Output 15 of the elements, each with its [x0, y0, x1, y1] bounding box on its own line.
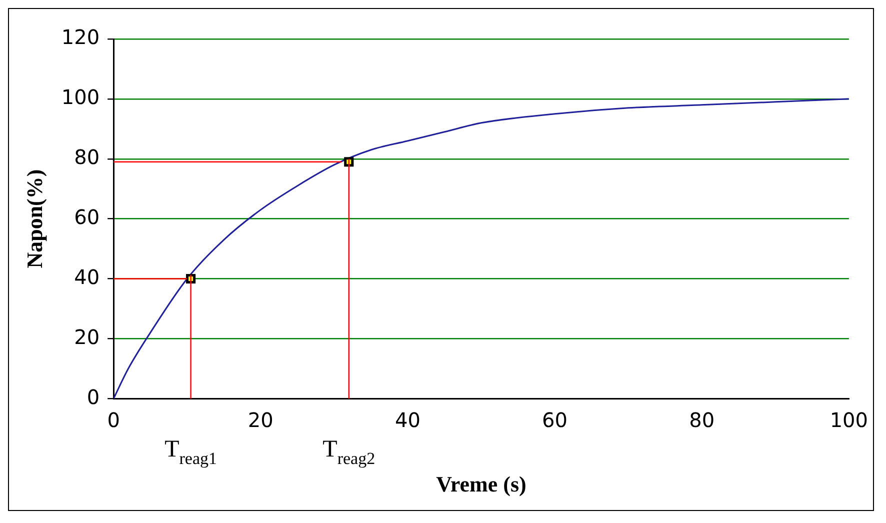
- y-tick-label: 0: [86, 384, 100, 409]
- x-tick-label: 0: [107, 408, 120, 432]
- x-axis-title: Vreme (s): [436, 471, 526, 496]
- x-tick-label: 20: [248, 408, 274, 432]
- x-tick-label: 60: [542, 408, 568, 432]
- x-tick-label: 40: [394, 408, 420, 432]
- y-tick-label: 120: [61, 25, 100, 50]
- y-tick-label: 100: [61, 85, 100, 110]
- y-tick-label: 80: [74, 145, 100, 170]
- y-axis-title: Napon(%): [22, 169, 47, 268]
- x-tick-label: 100: [830, 408, 868, 432]
- y-tick-label: 60: [74, 205, 100, 230]
- y-tick-label: 40: [74, 264, 100, 289]
- x-tick-label: 80: [689, 408, 715, 432]
- y-tick-label: 20: [74, 324, 100, 349]
